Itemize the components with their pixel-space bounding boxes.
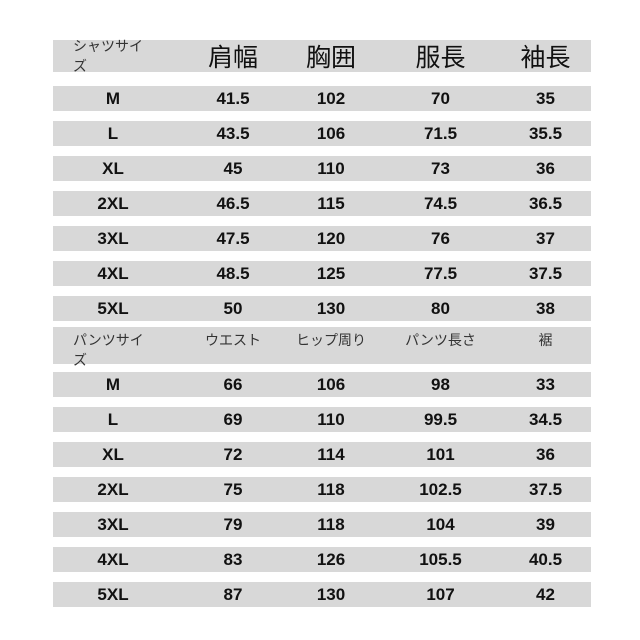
shirt-table-row: M 41.5 102 70 35 xyxy=(53,86,591,111)
measurement-cell: 102.5 xyxy=(419,479,462,499)
measurement-cell: 102 xyxy=(316,88,346,108)
measurement-cell: 36 xyxy=(536,444,555,464)
column-header: 服長 xyxy=(415,43,466,72)
column-header: シャツサイズ xyxy=(73,39,143,75)
size-label: 3XL xyxy=(97,228,129,248)
shirt-table-row: 4XL 48.5 125 77.5 37.5 xyxy=(53,261,591,286)
size-label: L xyxy=(107,409,119,429)
measurement-cell: 130 xyxy=(316,298,346,318)
measurement-cell: 47.5 xyxy=(216,228,250,248)
measurement-cell: 48.5 xyxy=(216,263,250,283)
measurement-cell: 79 xyxy=(223,514,243,534)
size-label: 4XL xyxy=(97,263,129,283)
measurement-cell: 43.5 xyxy=(216,123,250,143)
measurement-cell: 70 xyxy=(431,88,450,108)
size-label: M xyxy=(105,88,121,108)
pants-header-row: パンツサイズ ウエスト ヒップ周り パンツ長さ 裾 xyxy=(53,327,591,369)
measurement-cell: 99.5 xyxy=(423,409,458,429)
measurement-cell: 118 xyxy=(317,479,345,499)
measurement-cell: 74.5 xyxy=(423,193,458,213)
shirt-table-row: 3XL 47.5 120 76 37 xyxy=(53,226,591,251)
pants-table-row: 2XL 75 118 102.5 37.5 xyxy=(53,477,591,502)
measurement-cell: 114 xyxy=(317,444,345,464)
measurement-cell: 105.5 xyxy=(419,549,462,569)
size-label: 5XL xyxy=(97,298,129,318)
measurement-cell: 38 xyxy=(536,298,555,318)
pants-table-row: M 66 106 98 33 xyxy=(53,372,591,397)
measurement-cell: 80 xyxy=(431,298,450,318)
measurement-cell: 106 xyxy=(316,374,346,394)
measurement-cell: 72 xyxy=(223,444,243,464)
measurement-cell: 35.5 xyxy=(528,123,563,143)
measurement-cell: 40.5 xyxy=(528,549,563,569)
measurement-cell: 83 xyxy=(223,549,243,569)
size-label: XL xyxy=(102,158,124,178)
pants-table-row: 5XL 87 130 107 42 xyxy=(53,582,591,607)
measurement-cell: 126 xyxy=(316,549,346,569)
measurement-cell: 50 xyxy=(223,298,243,318)
measurement-cell: 39 xyxy=(536,514,555,534)
size-label: 5XL xyxy=(97,584,129,604)
measurement-cell: 34.5 xyxy=(528,409,563,429)
size-label: 2XL xyxy=(97,193,129,213)
measurement-cell: 76 xyxy=(431,228,450,248)
column-header: 袖長 xyxy=(520,43,571,72)
size-label: XL xyxy=(102,444,124,464)
measurement-cell: 42 xyxy=(536,584,555,604)
column-header: 胸囲 xyxy=(305,43,356,72)
size-label: 4XL xyxy=(97,549,129,569)
measurement-cell: 36.5 xyxy=(528,193,563,213)
column-header: ヒップ周り xyxy=(296,333,366,349)
measurement-cell: 110 xyxy=(317,409,345,429)
measurement-cell: 66 xyxy=(223,374,243,394)
shirt-header-row: シャツサイズ 肩幅 胸囲 服長 袖長 xyxy=(53,39,591,75)
column-header: パンツサイズ xyxy=(73,333,144,369)
measurement-cell: 75 xyxy=(223,479,243,499)
measurement-cell: 130 xyxy=(316,584,346,604)
measurement-cell: 73 xyxy=(431,158,450,178)
measurement-cell: 37.5 xyxy=(528,263,563,283)
size-label: M xyxy=(105,374,121,394)
shirt-table-row: XL 45 110 73 36 xyxy=(53,156,591,181)
pants-table-row: L 69 110 99.5 34.5 xyxy=(53,407,591,432)
measurement-cell: 71.5 xyxy=(423,123,458,143)
measurement-cell: 41.5 xyxy=(216,88,250,108)
measurement-cell: 37 xyxy=(536,228,555,248)
measurement-cell: 98 xyxy=(431,374,450,394)
measurement-cell: 77.5 xyxy=(423,263,458,283)
measurement-cell: 115 xyxy=(317,193,345,213)
measurement-cell: 106 xyxy=(316,123,346,143)
measurement-cell: 120 xyxy=(316,228,346,248)
shirt-table-row: L 43.5 106 71.5 35.5 xyxy=(53,121,591,146)
size-label: 2XL xyxy=(97,479,129,499)
measurement-cell: 87 xyxy=(223,584,243,604)
column-header: ウエスト xyxy=(205,333,261,349)
measurement-cell: 101 xyxy=(426,444,455,464)
measurement-cell: 107 xyxy=(426,584,455,604)
measurement-cell: 45 xyxy=(223,158,243,178)
measurement-cell: 104 xyxy=(426,514,455,534)
measurement-cell: 35 xyxy=(536,88,555,108)
pants-table-row: 3XL 79 118 104 39 xyxy=(53,512,591,537)
measurement-cell: 69 xyxy=(223,409,243,429)
measurement-cell: 33 xyxy=(536,374,555,394)
measurement-cell: 36 xyxy=(536,158,555,178)
shirt-table-row: 5XL 50 130 80 38 xyxy=(53,296,591,321)
measurement-cell: 46.5 xyxy=(216,193,250,213)
shirt-table-row: 2XL 46.5 115 74.5 36.5 xyxy=(53,191,591,216)
measurement-cell: 118 xyxy=(317,514,345,534)
column-header: 裾 xyxy=(538,333,553,349)
size-label: L xyxy=(107,123,119,143)
size-label: 3XL xyxy=(97,514,129,534)
measurement-cell: 37.5 xyxy=(528,479,563,499)
pants-table-row: XL 72 114 101 36 xyxy=(53,442,591,467)
measurement-cell: 110 xyxy=(317,158,345,178)
column-header: 肩幅 xyxy=(207,43,258,72)
column-header: パンツ長さ xyxy=(405,333,476,349)
measurement-cell: 125 xyxy=(316,263,346,283)
pants-table-row: 4XL 83 126 105.5 40.5 xyxy=(53,547,591,572)
